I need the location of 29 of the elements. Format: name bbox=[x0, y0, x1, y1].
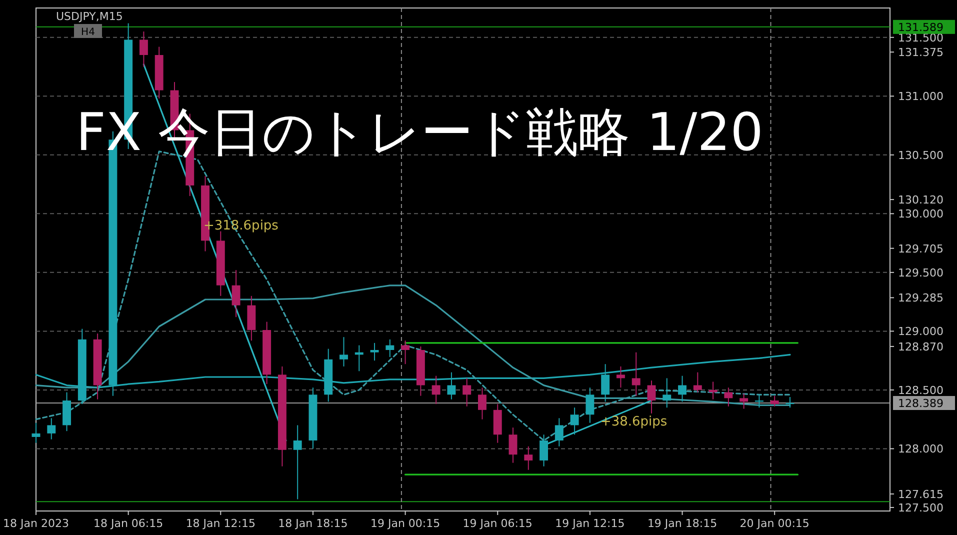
x-tick-label: 18 Jan 18:15 bbox=[278, 517, 348, 530]
x-tick-label: 19 Jan 12:15 bbox=[555, 517, 625, 530]
y-tick-label: 130.120 bbox=[898, 194, 944, 207]
y-tick-label: 129.705 bbox=[898, 242, 944, 256]
y-tick-label: 127.615 bbox=[898, 488, 944, 501]
x-tick-label: 19 Jan 18:15 bbox=[647, 517, 718, 530]
x-tick-label: 18 Jan 12:15 bbox=[186, 517, 256, 530]
annotation: H4 bbox=[81, 27, 95, 38]
y-tick-label: 130.500 bbox=[898, 148, 944, 162]
annotation: USDJPY,M15 bbox=[56, 10, 123, 23]
y-tick-label: 130.000 bbox=[898, 208, 944, 221]
y-tick-label: 129.285 bbox=[898, 292, 944, 305]
x-tick-label: 19 Jan 00:15 bbox=[370, 517, 440, 530]
ref-line-label: 131.589 bbox=[898, 20, 944, 34]
ref-line-label: 128.389 bbox=[898, 396, 944, 410]
y-tick-label: 129.500 bbox=[898, 266, 944, 280]
x-tick-label: 18 Jan 2023 bbox=[3, 517, 69, 530]
y-tick-label: 131.000 bbox=[898, 90, 944, 104]
y-tick-label: 128.000 bbox=[898, 442, 944, 456]
x-tick-label: 18 Jan 06:15 bbox=[93, 517, 164, 530]
x-tick-label: 19 Jan 06:15 bbox=[462, 517, 532, 530]
y-tick-label: 127.500 bbox=[898, 501, 944, 514]
annotation: +38.6pips bbox=[600, 414, 668, 430]
x-tick-label: 20 Jan 00:15 bbox=[740, 517, 810, 530]
y-tick-label: 128.500 bbox=[898, 384, 944, 397]
y-tick-label: 129.000 bbox=[898, 325, 944, 338]
y-tick-label: 131.500 bbox=[898, 31, 944, 44]
y-tick-label: 131.375 bbox=[898, 46, 944, 60]
y-tick-label: 128.870 bbox=[898, 340, 944, 354]
